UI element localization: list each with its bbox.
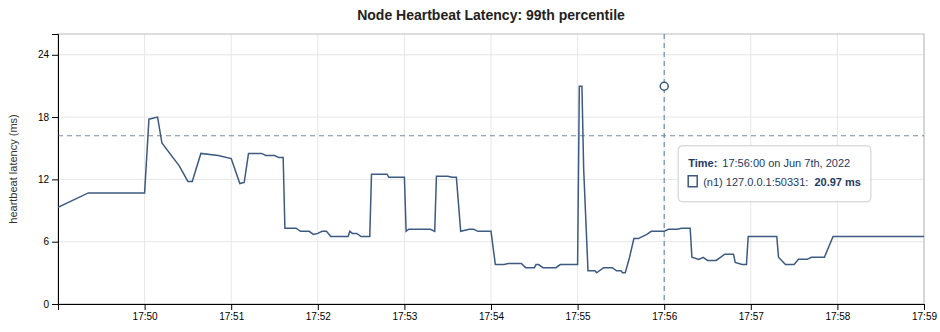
x-tick: 17:57 [739, 304, 764, 322]
x-tick-mark [578, 304, 579, 310]
x-tick: 17:51 [219, 304, 244, 322]
y-tick-mark [52, 242, 58, 243]
y-axis-domain [52, 35, 59, 305]
tooltip-time-label: Time: [688, 157, 717, 169]
x-tick-label: 17:59 [912, 311, 937, 322]
x-tick-mark [751, 304, 752, 310]
x-axis: 17:50 17:51 17:52 17:53 17:54 17:55 17:56 17:57… [59, 304, 938, 322]
tooltip-series-label: (n1) 127.0.0.1:50331: [703, 176, 808, 188]
x-grid-line [144, 34, 145, 304]
x-tick-label: 17:50 [133, 311, 158, 322]
x-tick-label: 17:51 [219, 311, 244, 322]
x-axis-domain [59, 305, 925, 311]
x-tick-mark [491, 304, 492, 310]
grid [58, 34, 924, 304]
annotations: Time: 17:56:00 on Jun 7th, 2022 (n1) 127.0… [678, 146, 871, 202]
x-tick-mark [145, 304, 146, 310]
y-tick-mark [52, 304, 58, 305]
y-tick-label: 18 [38, 112, 50, 123]
x-grid-line [491, 34, 492, 304]
y-tick-mark [52, 179, 58, 180]
x-tick-label: 17:56 [652, 311, 677, 322]
x-tick: 17:56 [652, 304, 677, 322]
y-tick-mark [52, 55, 58, 56]
x-tick-label: 17:52 [306, 311, 331, 322]
y-tick: 6 [43, 236, 58, 247]
x-grid-line [317, 34, 318, 304]
plot-frame [58, 34, 924, 304]
tooltip: Time: 17:56:00 on Jun 7th, 2022 (n1) 127.0… [678, 146, 871, 202]
y-tick: 18 [38, 112, 58, 123]
marker-line [664, 34, 665, 304]
x-tick-label: 17:58 [825, 311, 850, 322]
x-tick-mark [837, 304, 838, 310]
x-tick-mark [318, 304, 319, 310]
highlight-point [660, 82, 668, 90]
x-tick-label: 17:53 [392, 311, 417, 322]
x-tick-label: 17:54 [479, 311, 504, 322]
x-tick: 17:59 [912, 304, 937, 322]
y-tick: 24 [38, 49, 58, 60]
y-axis: 0 6 12 18 24 [38, 35, 59, 310]
x-tick: 17:53 [392, 304, 417, 322]
plot-area: 17:50 17:51 17:52 17:53 17:54 17:55 17:56 17:57… [38, 34, 938, 322]
y-tick-label: 0 [43, 299, 49, 310]
x-tick-mark [231, 304, 232, 310]
x-tick: 17:52 [306, 304, 331, 322]
y-tick: 12 [38, 174, 58, 185]
chart: Node Heartbeat Latency: 99th percentile h… [0, 0, 940, 332]
tooltip-swatch [688, 176, 697, 187]
x-grid-line [664, 34, 665, 304]
x-tick-mark [664, 304, 665, 310]
y-tick-label: 12 [38, 174, 50, 185]
y-tick-label: 24 [38, 49, 50, 60]
x-grid-line [404, 34, 405, 304]
x-tick-mark [404, 304, 405, 310]
y-tick-label: 6 [43, 236, 49, 247]
y-axis-title: heartbeat latency (ms) [7, 114, 19, 223]
x-grid-line [231, 34, 232, 304]
x-tick-label: 17:55 [566, 311, 591, 322]
x-tick-label: 17:57 [739, 311, 764, 322]
reference-line [58, 135, 924, 136]
tooltip-box [678, 146, 871, 202]
x-tick: 17:50 [133, 304, 158, 322]
series-line [58, 86, 924, 273]
x-tick: 17:58 [825, 304, 850, 322]
y-tick: 0 [43, 299, 58, 310]
tooltip-value: 20.97 ms [814, 176, 860, 188]
x-tick-mark [924, 304, 925, 310]
marks [58, 34, 924, 304]
y-tick-mark [52, 117, 58, 118]
x-tick: 17:54 [479, 304, 504, 322]
x-tick: 17:55 [566, 304, 591, 322]
tooltip-time: 17:56:00 on Jun 7th, 2022 [722, 157, 850, 169]
title: Node Heartbeat Latency: 99th percentile [357, 7, 625, 23]
